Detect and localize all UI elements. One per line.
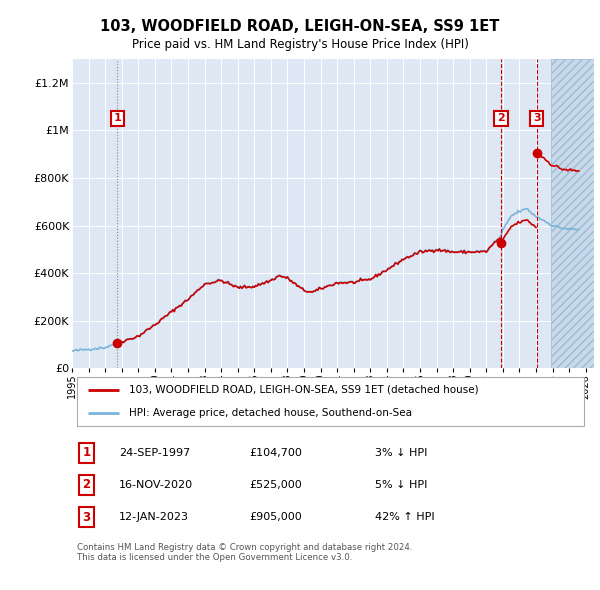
Text: 16-NOV-2020: 16-NOV-2020 bbox=[119, 480, 193, 490]
Text: 103, WOODFIELD ROAD, LEIGH-ON-SEA, SS9 1ET: 103, WOODFIELD ROAD, LEIGH-ON-SEA, SS9 1… bbox=[100, 19, 500, 34]
Text: 1: 1 bbox=[113, 113, 121, 123]
Text: 24-SEP-1997: 24-SEP-1997 bbox=[119, 448, 190, 458]
Text: 12-JAN-2023: 12-JAN-2023 bbox=[119, 512, 189, 522]
FancyBboxPatch shape bbox=[77, 376, 584, 427]
Text: £905,000: £905,000 bbox=[250, 512, 302, 522]
Text: 42% ↑ HPI: 42% ↑ HPI bbox=[375, 512, 434, 522]
Text: £104,700: £104,700 bbox=[250, 448, 302, 458]
Text: 5% ↓ HPI: 5% ↓ HPI bbox=[375, 480, 427, 490]
Text: Contains HM Land Registry data © Crown copyright and database right 2024.
This d: Contains HM Land Registry data © Crown c… bbox=[77, 543, 413, 562]
Text: 3: 3 bbox=[82, 510, 91, 523]
Text: 2: 2 bbox=[497, 113, 505, 123]
Text: HPI: Average price, detached house, Southend-on-Sea: HPI: Average price, detached house, Sout… bbox=[130, 408, 412, 418]
Text: 1: 1 bbox=[82, 446, 91, 459]
Text: 103, WOODFIELD ROAD, LEIGH-ON-SEA, SS9 1ET (detached house): 103, WOODFIELD ROAD, LEIGH-ON-SEA, SS9 1… bbox=[130, 385, 479, 395]
Text: £525,000: £525,000 bbox=[250, 480, 302, 490]
Text: 3% ↓ HPI: 3% ↓ HPI bbox=[375, 448, 427, 458]
Text: Price paid vs. HM Land Registry's House Price Index (HPI): Price paid vs. HM Land Registry's House … bbox=[131, 38, 469, 51]
Text: 2: 2 bbox=[82, 478, 91, 491]
Text: 3: 3 bbox=[533, 113, 541, 123]
